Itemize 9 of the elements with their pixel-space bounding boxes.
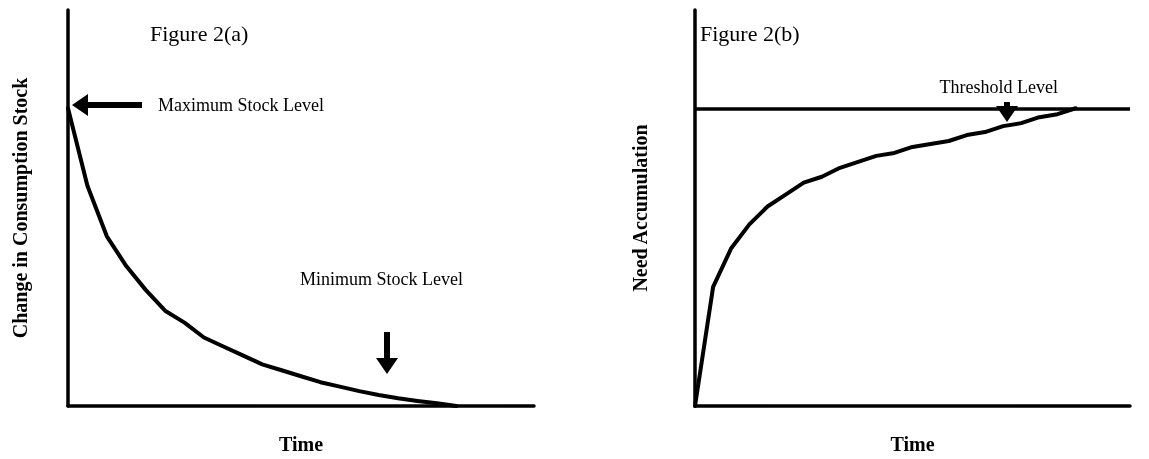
caption: Figure 2(b) [700, 20, 800, 46]
y-axis-title: Need Accumulation [629, 124, 651, 292]
ref-line-label: Threshold Level [939, 77, 1058, 98]
y-axis-title: Change in Consumption Stock [9, 76, 32, 339]
x-axis-title: Time [278, 433, 324, 455]
x-axis-title: Time [890, 433, 935, 455]
annotation: Minimum Stock Level [300, 269, 463, 289]
caption: Figure 2(a) [150, 20, 249, 46]
annotation: Maximum Stock Level [158, 95, 324, 115]
